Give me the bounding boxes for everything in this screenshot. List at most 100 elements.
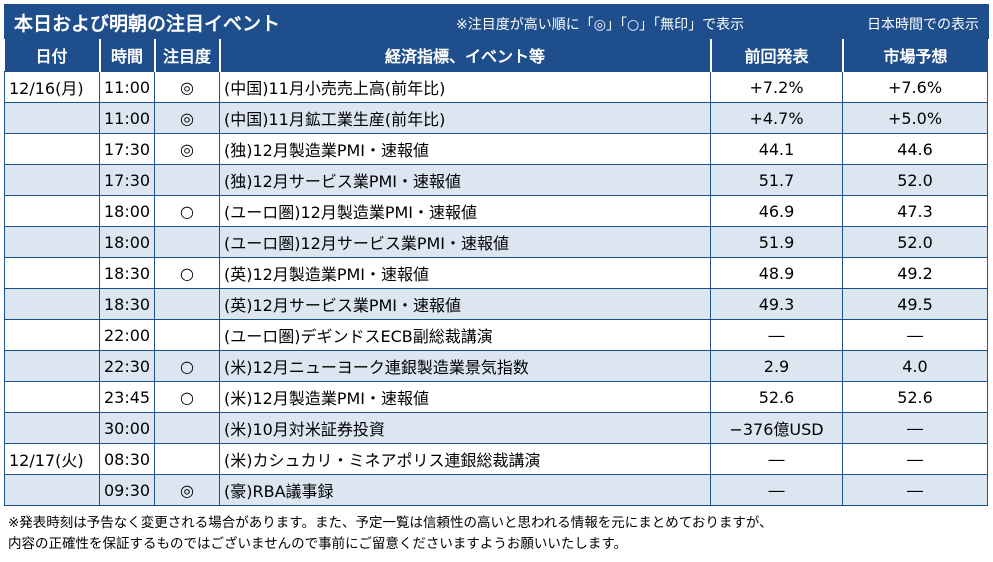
row-date-cell	[4, 381, 100, 413]
row-attention-cell	[154, 412, 220, 444]
row-previous-cell: −376億USD	[710, 412, 843, 444]
row-previous-cell: +7.2%	[710, 71, 843, 103]
row-forecast-cell: 49.2	[842, 257, 988, 289]
row-time-cell: 18:30	[99, 288, 155, 320]
row-date-cell	[4, 226, 100, 258]
row-attention-cell: ○	[154, 350, 220, 382]
table-body: 12/16(月) 11:00 ◎ (中国)11月小売売上高(前年比) +7.2% +7.6…	[4, 71, 988, 506]
row-forecast-cell: 52.6	[842, 381, 988, 413]
row-event-cell: (米)12月製造業PMI・速報値	[219, 381, 711, 413]
table-row: 17:30 ◎ (独)12月製造業PMI・速報値 44.1 44.6	[4, 133, 988, 165]
row-time-cell: 17:30	[99, 164, 155, 196]
table-row: 17:30 (独)12月サービス業PMI・速報値 51.7 52.0	[4, 164, 988, 196]
table-row: 12/16(月) 11:00 ◎ (中国)11月小売売上高(前年比) +7.2% +7.6…	[4, 71, 988, 103]
row-date-cell	[4, 195, 100, 227]
row-date-cell	[4, 350, 100, 382]
column-header-event: 経済指標、イベント等	[219, 39, 712, 72]
row-attention-cell: ◎	[154, 102, 220, 134]
row-event-cell: (豪)RBA議事録	[219, 474, 711, 506]
row-forecast-cell: 49.5	[842, 288, 988, 320]
row-attention-cell: ◎	[154, 133, 220, 165]
row-event-cell: (中国)11月鉱工業生産(前年比)	[219, 102, 711, 134]
row-attention-cell	[154, 226, 220, 258]
row-time-cell: 18:00	[99, 226, 155, 258]
row-attention-cell	[154, 443, 220, 475]
row-forecast-cell: 52.0	[842, 164, 988, 196]
table-row: 22:00 (ユーロ圏)デギンドスECB副総裁講演 ― ―	[4, 319, 988, 351]
attention-legend-note: ※注目度が高い順に「◎」「○」「無印」で表示	[456, 17, 745, 33]
page-title: 本日および明朝の注目イベント	[14, 13, 281, 35]
row-forecast-cell: +5.0%	[842, 102, 988, 134]
row-previous-cell: 51.9	[710, 226, 843, 258]
column-header-attention: 注目度	[154, 39, 221, 72]
row-time-cell: 22:00	[99, 319, 155, 351]
row-attention-cell: ◎	[154, 71, 220, 103]
row-time-cell: 30:00	[99, 412, 155, 444]
row-date-cell	[4, 102, 100, 134]
table-row: 18:30 (英)12月サービス業PMI・速報値 49.3 49.5	[4, 288, 988, 320]
row-time-cell: 22:30	[99, 350, 155, 382]
row-attention-cell	[154, 288, 220, 320]
row-previous-cell: 49.3	[710, 288, 843, 320]
column-header-forecast: 市場予想	[842, 39, 988, 72]
row-previous-cell: 2.9	[710, 350, 843, 382]
row-event-cell: (ユーロ圏)デギンドスECB副総裁講演	[219, 319, 711, 351]
row-time-cell: 08:30	[99, 443, 155, 475]
row-time-cell: 17:30	[99, 133, 155, 165]
row-time-cell: 09:30	[99, 474, 155, 506]
row-date-cell: 12/16(月)	[4, 71, 100, 103]
table-row: 18:00 ○ (ユーロ圏)12月製造業PMI・速報値 46.9 47.3	[4, 195, 988, 227]
timezone-note: 日本時間での表示	[867, 17, 979, 33]
row-event-cell: (中国)11月小売売上高(前年比)	[219, 71, 711, 103]
row-previous-cell: 51.7	[710, 164, 843, 196]
row-attention-cell	[154, 319, 220, 351]
row-date-cell	[4, 257, 100, 289]
table-row: 30:00 (米)10月対米証券投資 −376億USD ―	[4, 412, 988, 444]
table-row: 11:00 ◎ (中国)11月鉱工業生産(前年比) +4.7% +5.0%	[4, 102, 988, 134]
table-row: 09:30 ◎ (豪)RBA議事録 ― ―	[4, 474, 988, 506]
row-forecast-cell: ―	[842, 319, 988, 351]
row-date-cell	[4, 288, 100, 320]
row-event-cell: (英)12月製造業PMI・速報値	[219, 257, 711, 289]
row-date-cell	[4, 319, 100, 351]
column-header-previous: 前回発表	[710, 39, 844, 72]
row-time-cell: 18:00	[99, 195, 155, 227]
row-attention-cell: ○	[154, 195, 220, 227]
row-date-cell: 12/17(火)	[4, 443, 100, 475]
row-time-cell: 18:30	[99, 257, 155, 289]
row-forecast-cell: 47.3	[842, 195, 988, 227]
disclaimer: ※発表時刻は予告なく変更される場合があります。また、予定一覧は信頼性の高いと思わ…	[8, 513, 773, 555]
disclaimer-line-1: ※発表時刻は予告なく変更される場合があります。また、予定一覧は信頼性の高いと思わ…	[8, 515, 773, 531]
row-event-cell: (米)カシュカリ・ミネアポリス連銀総裁講演	[219, 443, 711, 475]
table-row: 12/17(火) 08:30 (米)カシュカリ・ミネアポリス連銀総裁講演 ― ―	[4, 443, 988, 475]
row-attention-cell	[154, 164, 220, 196]
row-event-cell: (ユーロ圏)12月サービス業PMI・速報値	[219, 226, 711, 258]
row-forecast-cell: ―	[842, 443, 988, 475]
event-table: 日付 時間 注目度 経済指標、イベント等 前回発表 市場予想 12/16(月) 1…	[4, 39, 988, 506]
row-previous-cell: 46.9	[710, 195, 843, 227]
row-attention-cell: ○	[154, 381, 220, 413]
row-previous-cell: 52.6	[710, 381, 843, 413]
row-date-cell	[4, 474, 100, 506]
row-date-cell	[4, 133, 100, 165]
row-previous-cell: +4.7%	[710, 102, 843, 134]
row-forecast-cell: ―	[842, 474, 988, 506]
table-row: 18:30 ○ (英)12月製造業PMI・速報値 48.9 49.2	[4, 257, 988, 289]
row-forecast-cell: 52.0	[842, 226, 988, 258]
row-attention-cell: ○	[154, 257, 220, 289]
row-previous-cell: ―	[710, 319, 843, 351]
disclaimer-line-2: 内容の正確性を保証するものではございませんので事前にご留意くださいますようお願い…	[8, 536, 627, 552]
column-header-time: 時間	[99, 39, 156, 72]
row-event-cell: (独)12月製造業PMI・速報値	[219, 133, 711, 165]
row-event-cell: (米)10月対米証券投資	[219, 412, 711, 444]
row-attention-cell: ◎	[154, 474, 220, 506]
table-row: 22:30 ○ (米)12月ニューヨーク連銀製造業景気指数 2.9 4.0	[4, 350, 988, 382]
row-previous-cell: 44.1	[710, 133, 843, 165]
row-event-cell: (米)12月ニューヨーク連銀製造業景気指数	[219, 350, 711, 382]
row-time-cell: 23:45	[99, 381, 155, 413]
row-time-cell: 11:00	[99, 102, 155, 134]
row-forecast-cell: 44.6	[842, 133, 988, 165]
row-forecast-cell: +7.6%	[842, 71, 988, 103]
row-forecast-cell: 4.0	[842, 350, 988, 382]
column-header-date: 日付	[4, 39, 101, 72]
